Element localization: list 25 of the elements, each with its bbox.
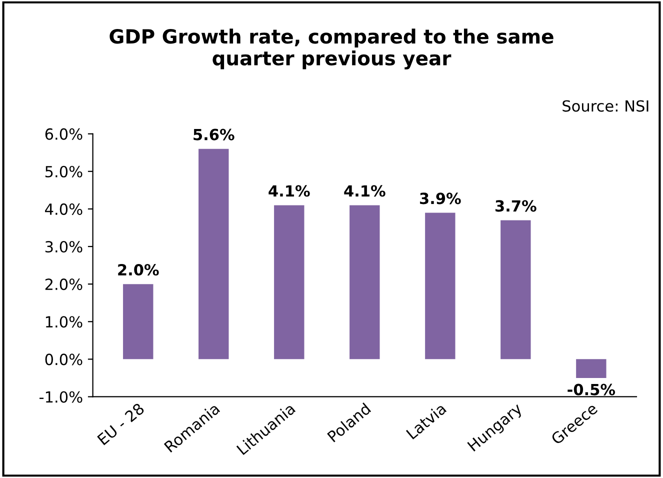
data-label: 5.6%	[194, 128, 234, 140]
data-label: -0.5%	[568, 384, 616, 396]
chart-title: GDP Growth rate, compared to the same quarter previous year	[110, 28, 554, 70]
data-label: 3.7%	[496, 200, 536, 212]
y-tick-label: 6.0%	[45, 128, 82, 140]
bar	[576, 359, 606, 378]
y-tick-label: 0.0%	[45, 354, 82, 366]
bar	[350, 205, 380, 360]
data-label: 2.0%	[118, 264, 159, 276]
bar	[198, 148, 229, 360]
y-tick-label: 4.0%	[45, 203, 82, 215]
y-tick-label: 2.0%	[45, 278, 82, 290]
data-label: 4.1%	[268, 185, 310, 197]
y-tick-label: 3.0%	[45, 240, 82, 253]
bar	[425, 212, 456, 360]
bar	[123, 284, 154, 360]
data-label: 3.9%	[420, 192, 461, 204]
x-tick-label: EU - 28	[96, 402, 145, 446]
y-tick-label: -1.0%	[40, 391, 82, 403]
bar	[274, 205, 304, 360]
source-note: Source: NSI	[562, 100, 648, 112]
y-tick-label: 5.0%	[45, 166, 82, 178]
data-label: 4.1%	[344, 185, 386, 197]
bar	[500, 220, 531, 360]
y-tick-label: 1.0%	[46, 316, 82, 328]
